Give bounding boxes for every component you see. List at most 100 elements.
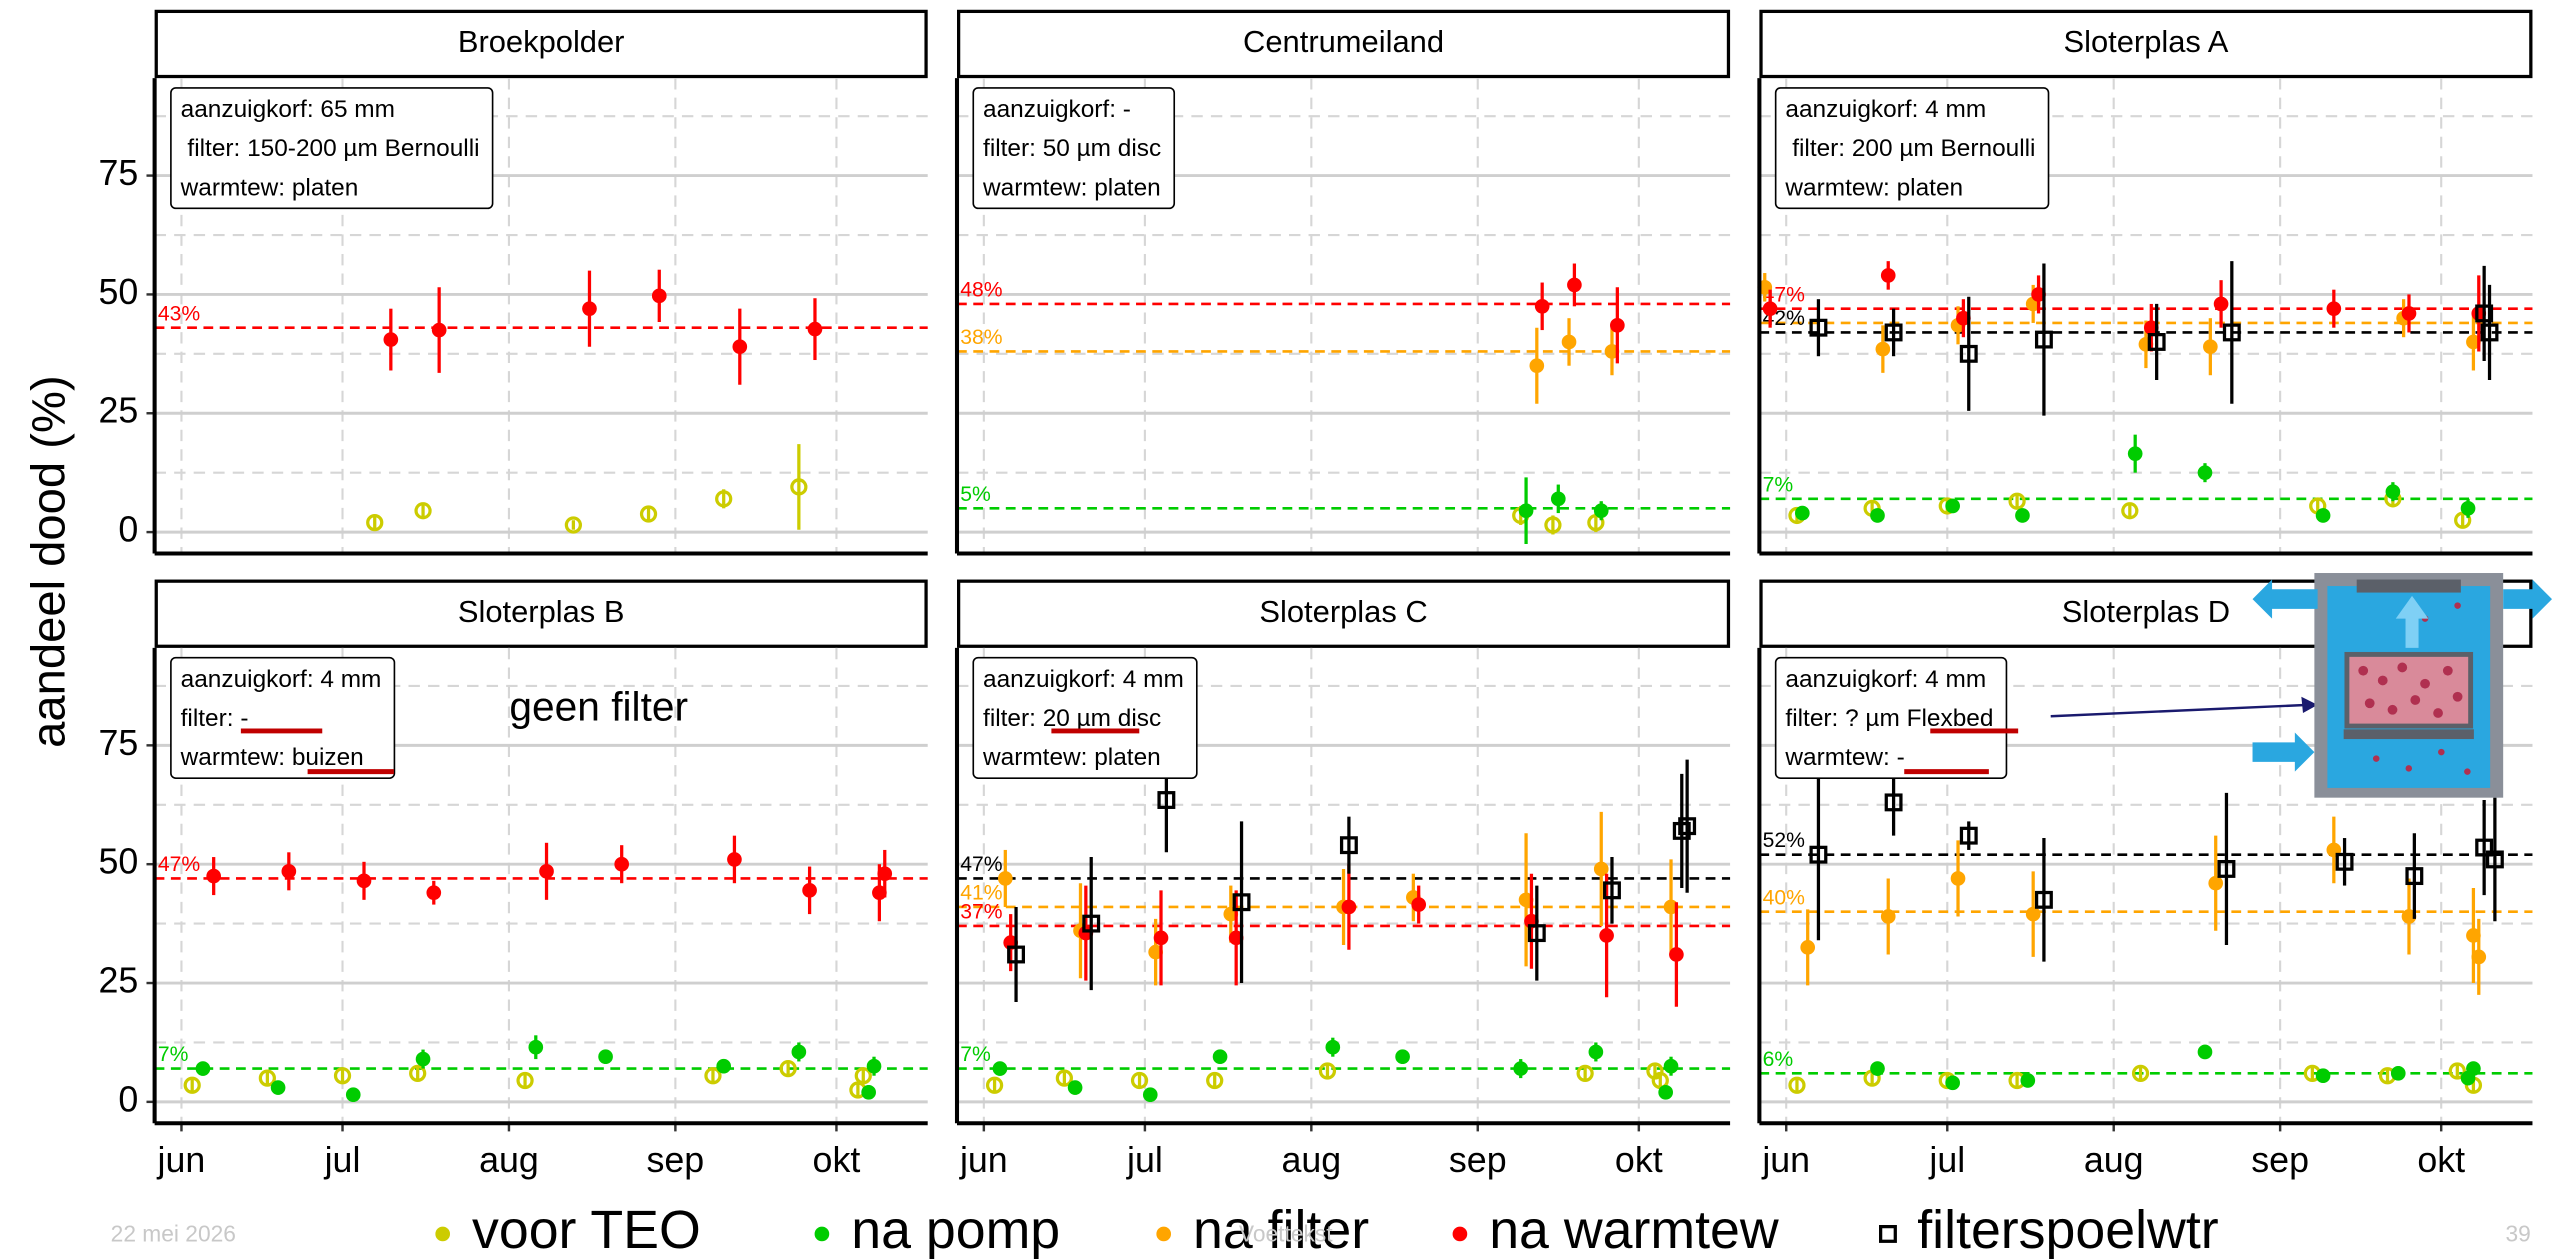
point — [1945, 1075, 1960, 1091]
point — [195, 1061, 211, 1076]
point — [1395, 1049, 1410, 1065]
point — [2460, 501, 2476, 516]
point — [1809, 845, 1828, 864]
point — [516, 1071, 534, 1090]
point — [431, 322, 447, 338]
point — [854, 1067, 872, 1085]
panel: Centrumeiland 48% 38% 5% aanzuigkorf: - filte… — [954, 9, 1731, 556]
point — [345, 1087, 361, 1103]
reference-label: 5% — [960, 483, 991, 506]
notes-box — [972, 87, 1176, 210]
point — [2401, 909, 2417, 924]
point — [1067, 1080, 1083, 1095]
point — [1153, 930, 1169, 946]
legend-marker — [1156, 1226, 1172, 1242]
x-tick-label: okt — [2417, 1140, 2465, 1180]
point — [1658, 1085, 1673, 1100]
x-tick-label: okt — [813, 1140, 861, 1180]
point — [2031, 287, 2046, 302]
strip — [957, 9, 1731, 79]
point — [2020, 1073, 2036, 1088]
point — [2315, 1068, 2331, 1084]
reference-label: 7% — [1763, 473, 1794, 496]
point — [206, 868, 221, 884]
point — [1950, 871, 1966, 886]
notes-box — [170, 87, 494, 210]
point — [1318, 1062, 1337, 1080]
point — [2025, 906, 2041, 922]
reference-label: 40% — [1763, 886, 1806, 909]
point — [1325, 1039, 1341, 1055]
legend-footer: voor TEO na pomp na filter na warmtew filter… — [111, 1200, 2531, 1260]
point — [872, 885, 887, 901]
point — [1082, 914, 1101, 933]
point — [1157, 791, 1176, 809]
point — [2203, 339, 2218, 355]
x-tick-label: jun — [959, 1140, 1008, 1180]
panel-title: Sloterplas C — [1259, 594, 1427, 629]
filter-bed — [2344, 651, 2474, 729]
x-tick-label: aug — [479, 1140, 539, 1180]
point — [1232, 893, 1251, 912]
reference-label: 43% — [158, 302, 201, 325]
point — [2197, 465, 2213, 481]
note-line: warmtew: - — [1784, 744, 1904, 771]
point — [807, 321, 823, 337]
point — [2015, 508, 2030, 523]
point — [2405, 867, 2424, 886]
point — [2471, 949, 2487, 965]
point — [2390, 1066, 2406, 1081]
point — [2121, 502, 2139, 520]
point — [1800, 940, 1816, 955]
reference-label: 7% — [960, 1043, 991, 1066]
point — [2471, 306, 2487, 321]
notes-box — [170, 656, 396, 779]
note-line: warmtew: buizen — [180, 744, 364, 771]
notes-box — [1774, 656, 2008, 779]
x-tick-label: sep — [647, 1140, 705, 1180]
point — [2315, 508, 2331, 523]
point — [651, 288, 667, 304]
arrow-head — [2301, 696, 2318, 714]
point — [716, 1058, 732, 1074]
point — [1870, 1061, 1885, 1076]
point — [270, 1080, 286, 1095]
point — [877, 866, 893, 882]
point — [564, 516, 582, 534]
point — [366, 513, 384, 532]
point — [1513, 1061, 1529, 1076]
point — [704, 1067, 722, 1085]
point — [2222, 323, 2241, 342]
legend-marker — [1452, 1226, 1468, 1242]
note-line: filter: - — [181, 705, 249, 732]
point — [802, 883, 817, 898]
point — [1567, 277, 1582, 293]
point — [1663, 1058, 1679, 1074]
reference-label: 41% — [960, 882, 1003, 905]
point — [426, 885, 442, 901]
point — [1959, 344, 1978, 363]
point — [614, 856, 630, 872]
flow-arrow — [2395, 595, 2429, 648]
point — [598, 1049, 613, 1065]
point — [183, 1076, 201, 1094]
inflow-arrow — [2252, 732, 2315, 772]
x-tick-label: aug — [1281, 1140, 1341, 1180]
pellets — [2358, 602, 2471, 775]
point — [1788, 1076, 1806, 1094]
panel-title: Broekpolder — [458, 24, 625, 59]
point — [2466, 334, 2481, 350]
note-line: filter: 50 µm disc — [983, 135, 1161, 162]
point — [866, 1058, 882, 1074]
point — [715, 490, 733, 508]
point — [1875, 341, 1891, 357]
point — [415, 1051, 431, 1067]
note-line: aanzuigkorf: 4 mm — [181, 666, 382, 693]
footer-page: 39 — [2506, 1221, 2531, 1247]
point — [1663, 899, 1679, 915]
point — [1534, 298, 1550, 314]
point — [1593, 503, 1609, 519]
point — [1411, 897, 1427, 912]
point — [582, 301, 597, 317]
